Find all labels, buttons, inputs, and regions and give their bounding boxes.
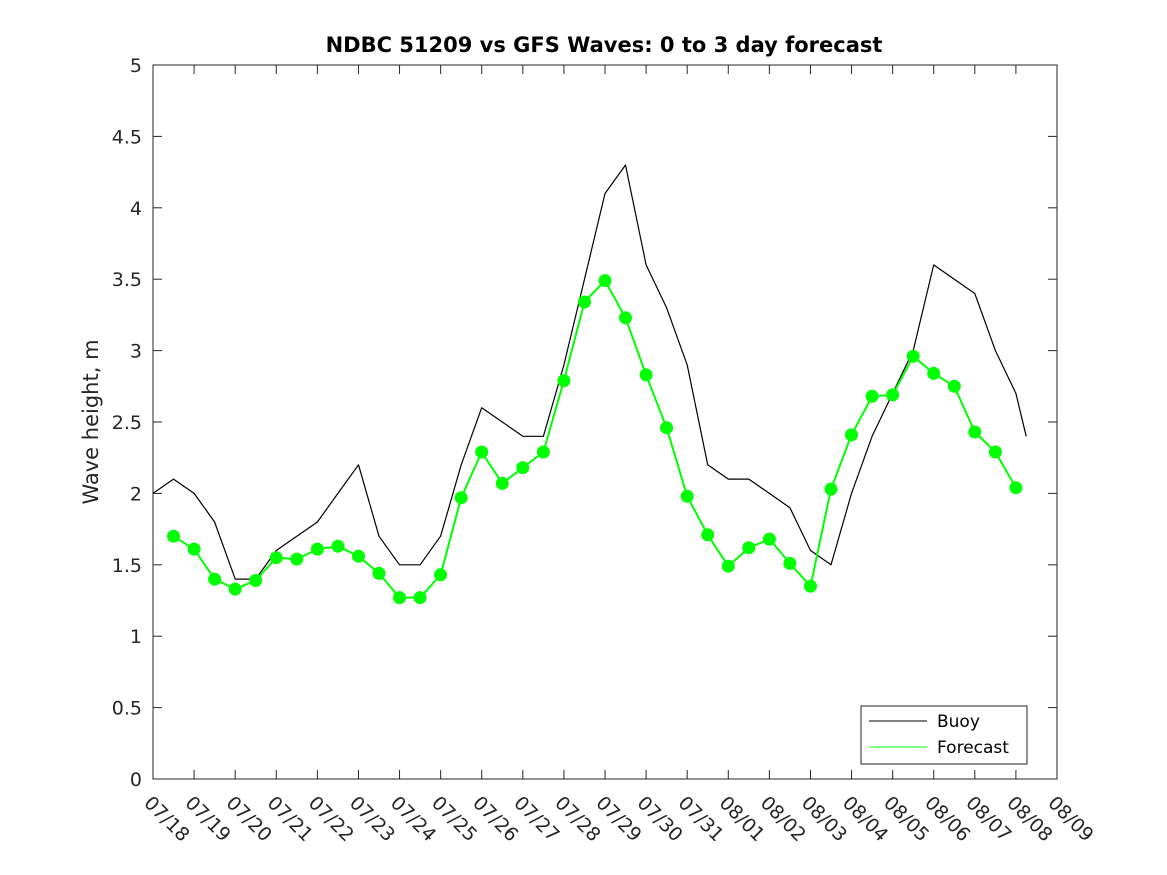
- forecast-point: [968, 425, 982, 439]
- forecast-point: [331, 539, 345, 553]
- forecast-point: [742, 541, 756, 555]
- forecast-point: [824, 482, 838, 496]
- forecast-point: [619, 311, 632, 325]
- forecast-point: [701, 528, 715, 542]
- plot-area: [153, 65, 1057, 779]
- forecast-point: [578, 295, 591, 309]
- y-tick-label: 1: [130, 626, 142, 648]
- forecast-point: [660, 421, 674, 435]
- legend-label-buoy: Buoy: [937, 712, 980, 732]
- legend-label-forecast: Forecast: [937, 738, 1009, 758]
- forecast-point: [762, 532, 776, 546]
- forecast-point: [1009, 481, 1023, 495]
- forecast-point: [208, 572, 222, 586]
- forecast-point: [845, 428, 858, 442]
- y-tick-label: 4: [130, 198, 142, 220]
- forecast-point: [988, 445, 1002, 459]
- forecast-point: [393, 591, 406, 605]
- y-tick-label: 2.5: [112, 412, 142, 434]
- forecast-point: [536, 445, 550, 459]
- forecast-point: [906, 349, 920, 363]
- forecast-point: [475, 445, 489, 459]
- forecast-point: [721, 559, 735, 573]
- y-tick-label: 3: [130, 341, 142, 363]
- forecast-point: [269, 551, 283, 565]
- forecast-point: [865, 389, 879, 403]
- forecast-point: [434, 568, 448, 582]
- forecast-point: [557, 374, 571, 388]
- forecast-point: [454, 491, 468, 505]
- legend: Buoy Forecast: [860, 705, 1028, 765]
- forecast-point: [495, 476, 509, 490]
- y-axis-label: Wave height, m: [79, 339, 103, 504]
- forecast-point: [804, 579, 817, 593]
- forecast-point: [516, 461, 530, 475]
- forecast-point: [187, 542, 201, 556]
- y-tick-label: 0: [130, 769, 142, 791]
- forecast-point: [598, 274, 612, 288]
- y-tick-label: 5: [130, 55, 142, 77]
- chart-title: NDBC 51209 vs GFS Waves: 0 to 3 day fore…: [326, 33, 883, 57]
- series-layer: [152, 164, 1027, 605]
- y-tick-label: 3.5: [112, 269, 142, 291]
- y-tick-label: 2: [130, 483, 142, 505]
- forecast-point: [947, 379, 961, 393]
- series-line-buoy: [152, 164, 1027, 580]
- forecast-point: [927, 366, 941, 380]
- forecast-point: [372, 566, 386, 580]
- legend-box: [860, 705, 1028, 765]
- forecast-point: [639, 368, 653, 382]
- forecast-point: [249, 574, 263, 587]
- forecast-point: [228, 582, 242, 596]
- forecast-point: [167, 529, 180, 543]
- forecast-point: [886, 388, 900, 402]
- forecast-point: [413, 591, 427, 605]
- forecast-point: [310, 542, 324, 556]
- forecast-point: [290, 552, 304, 566]
- y-tick-label: 0.5: [112, 698, 142, 720]
- forecast-point: [680, 489, 694, 503]
- y-tick-label: 4.5: [112, 126, 142, 148]
- forecast-point: [783, 556, 797, 570]
- forecast-point: [352, 549, 365, 563]
- y-tick-label: 1.5: [112, 555, 142, 577]
